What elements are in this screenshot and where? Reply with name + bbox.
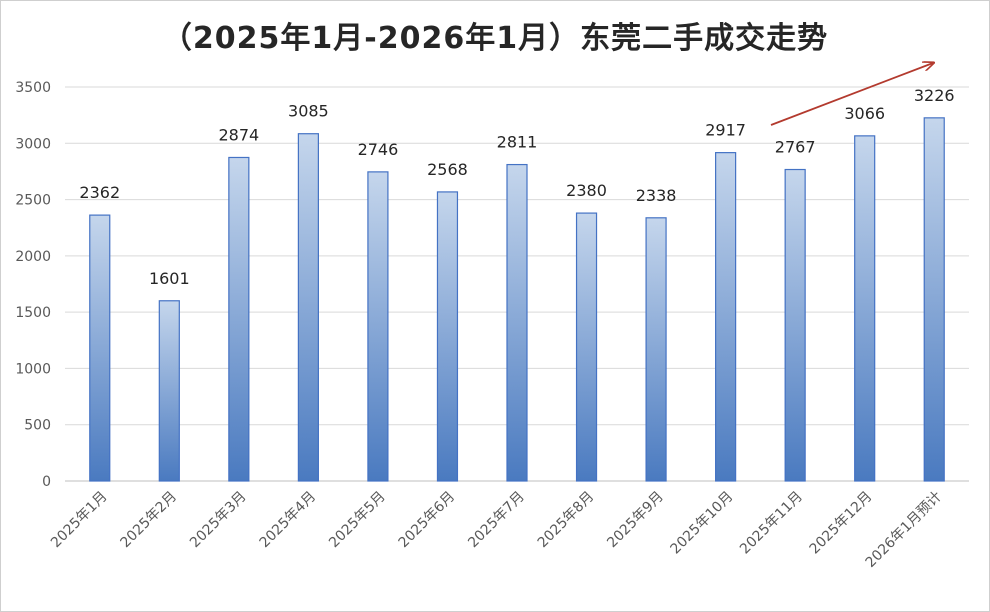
- x-axis: 2025年1月 2025年2月 2025年3月 2025年4月 2025年5月 2025年…: [48, 489, 945, 571]
- data-label: 2811: [497, 133, 538, 152]
- x-tick-label: 2025年7月: [465, 489, 528, 552]
- x-tick-label: 2025年10月: [668, 489, 737, 558]
- data-label: 2746: [358, 140, 399, 159]
- data-label: 2338: [636, 186, 677, 205]
- data-label: 1601: [149, 269, 190, 288]
- bar: [575, 212, 598, 482]
- x-tick-label: 2025年1月: [48, 489, 111, 552]
- bar: [715, 152, 737, 482]
- data-label: 2767: [775, 138, 816, 157]
- bar: [506, 163, 528, 482]
- data-label: 3226: [914, 86, 955, 105]
- x-tick-label: 2025年12月: [807, 489, 876, 558]
- bar: [158, 300, 180, 482]
- bars: [89, 117, 945, 482]
- data-label: 3085: [288, 102, 329, 121]
- data-label: 2362: [79, 183, 120, 202]
- x-tick-label: 2025年3月: [187, 489, 250, 552]
- x-tick-label: 2025年5月: [326, 489, 389, 552]
- y-tick-label: 3500: [15, 80, 51, 96]
- x-tick-label: 2025年8月: [535, 489, 598, 552]
- bar: [854, 135, 876, 482]
- x-tick-label: 2025年11月: [737, 489, 806, 558]
- y-tick-label: 1000: [15, 361, 51, 377]
- x-tick-label: 2025年4月: [257, 489, 320, 552]
- bar: [367, 171, 389, 482]
- y-tick-label: 3000: [15, 136, 51, 152]
- data-labels: 2362 1601 2874 3085 2746 2568 2811 2380 2338 2917…: [79, 86, 954, 288]
- y-axis: 0 500 1000 1500 2000 2500 3000 3500: [15, 80, 51, 490]
- data-label: 2380: [566, 181, 607, 200]
- data-label: 2917: [705, 121, 746, 140]
- x-tick-label: 2025年9月: [604, 489, 667, 552]
- y-tick-label: 0: [42, 474, 51, 490]
- bar: [784, 168, 806, 482]
- trend-arrow-up: [770, 63, 933, 126]
- y-tick-label: 1500: [15, 305, 51, 321]
- bar: [923, 117, 945, 482]
- bar: [89, 214, 111, 482]
- y-tick-label: 2500: [15, 193, 51, 209]
- chart-title: （2025年1月-2026年1月）东莞二手成交走势: [161, 21, 829, 56]
- data-label: 2874: [218, 125, 259, 144]
- x-tick-label: 2025年2月: [118, 489, 181, 552]
- data-label: 3066: [844, 104, 885, 123]
- x-tick-label: 2025年6月: [396, 489, 459, 552]
- data-label: 2568: [427, 160, 468, 179]
- y-tick-label: 2000: [15, 249, 51, 265]
- y-tick-label: 500: [24, 418, 51, 434]
- x-tick-label: 2026年1月预计: [863, 489, 945, 571]
- bar: [645, 217, 667, 482]
- bar: [297, 133, 319, 482]
- bar: [436, 191, 459, 482]
- bar: [228, 156, 250, 482]
